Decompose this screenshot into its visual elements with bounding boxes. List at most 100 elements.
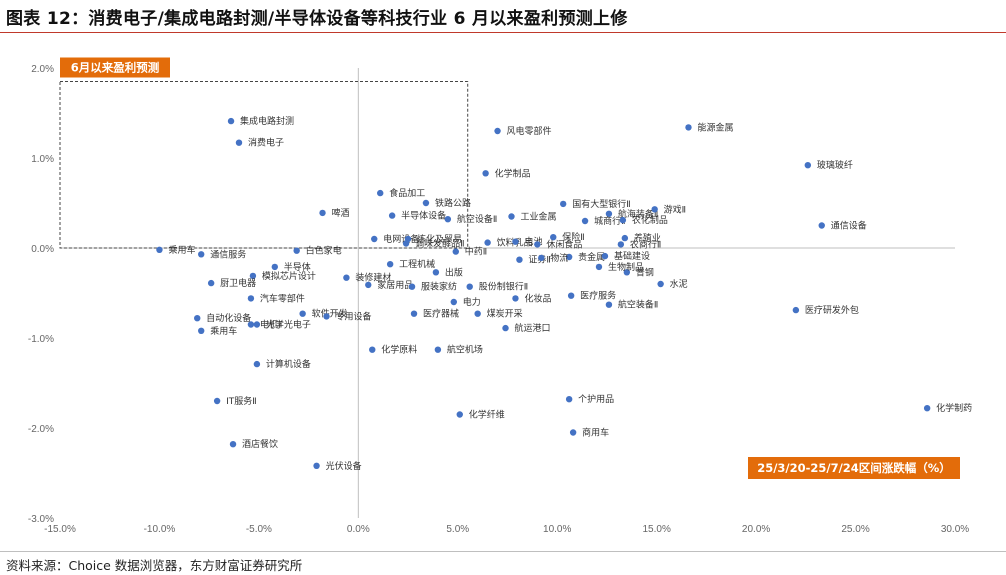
- point-label: 工业金属: [520, 211, 556, 223]
- data-point: 化学制品: [482, 167, 531, 179]
- data-point: 化学原料: [369, 344, 417, 356]
- point-marker: [623, 269, 631, 276]
- point-marker: [565, 396, 573, 403]
- point-marker: [804, 162, 812, 169]
- data-point: 食品加工: [377, 187, 425, 199]
- point-label: 风电零部件: [507, 125, 552, 137]
- point-label: 商用车: [582, 427, 609, 439]
- data-point: 铁路公路: [422, 197, 471, 209]
- point-label: 化妆品: [524, 292, 551, 304]
- data-point: 国有大型银行Ⅱ: [559, 198, 631, 210]
- highlight-box-label-bg: [60, 57, 170, 78]
- point-marker: [581, 217, 589, 225]
- data-point: IT服务Ⅱ: [213, 395, 257, 407]
- point-marker: [565, 253, 573, 261]
- data-point: 农化制品: [619, 214, 668, 226]
- point-marker: [619, 216, 627, 224]
- point-marker: [313, 462, 320, 469]
- x-tick-label: 20.0%: [742, 524, 770, 535]
- point-marker: [502, 324, 509, 332]
- point-label: 调味发酵品Ⅱ: [415, 238, 464, 250]
- y-tick-label: -1.0%: [28, 334, 54, 345]
- data-point: 养殖业: [621, 232, 661, 244]
- highlight-box-label: 6月以来盈利预测: [71, 61, 160, 75]
- point-marker: [229, 441, 237, 448]
- x-tick-label: 15.0%: [642, 524, 670, 535]
- point-marker: [410, 310, 418, 317]
- data-point: 通信设备: [818, 220, 867, 232]
- point-label: 电力: [463, 296, 481, 308]
- data-point: 医疗器械: [410, 308, 459, 320]
- point-marker: [299, 310, 306, 317]
- data-point: 自动化设备: [194, 312, 251, 324]
- data-point: 玻璃玻纤: [804, 159, 853, 171]
- point-marker: [512, 295, 519, 302]
- point-label: 消费电子: [248, 137, 284, 149]
- point-marker: [198, 251, 205, 258]
- point-marker: [194, 315, 201, 322]
- data-point: 光伏设备: [313, 460, 362, 472]
- point-marker: [434, 346, 442, 353]
- footer-divider: [0, 551, 1006, 552]
- point-label: 啤酒: [332, 207, 350, 219]
- point-label: 模拟芯片设计: [262, 270, 316, 282]
- y-tick-label: -2.0%: [28, 424, 54, 435]
- point-marker: [482, 170, 489, 177]
- scatter-chart: 2.0% 1.0% 0.0% -1.0% -2.0% -3.0%-15.0% -10.0% -…: [28, 57, 972, 535]
- point-label: 汽车零部件: [260, 292, 305, 304]
- point-label: 化学制药: [936, 402, 972, 414]
- point-marker: [371, 235, 378, 243]
- point-marker: [617, 241, 625, 248]
- data-point: 汽车零部件: [247, 292, 305, 304]
- point-label: 厨卫电器: [220, 277, 256, 289]
- point-label: 铁路公路: [435, 197, 471, 209]
- point-label: 航运港口: [515, 322, 551, 334]
- point-marker: [343, 274, 350, 281]
- x-tick-label: 10.0%: [543, 524, 571, 535]
- data-point: 模拟芯片设计: [249, 270, 316, 282]
- data-point: 半导体设备: [388, 210, 446, 222]
- data-point: 普钢: [623, 266, 654, 278]
- point-marker: [247, 321, 255, 328]
- point-marker: [601, 252, 609, 260]
- point-marker: [452, 248, 459, 255]
- data-point: 化学纤维: [456, 409, 505, 421]
- data-point: 乘用车: [198, 325, 237, 337]
- data-point: 通信服务: [198, 248, 246, 260]
- point-label: 医疗器械: [423, 308, 459, 320]
- point-label: 贵金属: [578, 251, 605, 263]
- point-label: 工程机械: [399, 258, 435, 270]
- point-label: 航空机场: [447, 344, 483, 356]
- x-tick-label: 0.0%: [347, 524, 370, 535]
- point-label: 玻璃玻纤: [817, 159, 853, 171]
- data-point: 航空装备Ⅱ: [605, 299, 658, 311]
- point-label: 生物制品: [608, 261, 644, 273]
- point-marker: [247, 295, 255, 302]
- x-axis-label: 25/3/20-25/7/24区间涨跌幅（%）: [757, 461, 951, 475]
- point-label: 乘用车: [210, 325, 237, 337]
- data-point: 化学制药: [923, 402, 972, 414]
- point-marker: [253, 360, 261, 368]
- y-tick-label: 2.0%: [31, 64, 54, 75]
- point-label: 国有大型银行Ⅱ: [572, 198, 630, 210]
- point-marker: [538, 254, 545, 262]
- data-point: 贵金属: [565, 251, 605, 263]
- point-marker: [227, 117, 235, 125]
- data-point: 乘用车: [156, 244, 195, 256]
- point-label: 食品加工: [389, 187, 425, 199]
- data-point: 航空设备Ⅱ: [444, 213, 497, 225]
- data-point: 工程机械: [386, 258, 435, 270]
- y-tick-label: 1.0%: [31, 154, 54, 165]
- data-point: 证券Ⅱ: [516, 254, 551, 266]
- data-point: 医疗服务: [567, 290, 616, 302]
- point-label: 航空装备Ⅱ: [618, 299, 658, 311]
- point-marker: [432, 269, 440, 276]
- point-marker: [621, 234, 629, 242]
- point-label: 航海装备Ⅱ: [618, 208, 658, 220]
- point-label: 物流: [550, 252, 568, 264]
- point-label: 集成电路封测: [240, 115, 294, 127]
- data-point: 半导体: [271, 261, 311, 273]
- point-marker: [651, 206, 658, 213]
- data-point: 保险Ⅱ: [550, 231, 585, 243]
- point-label: 保险Ⅱ: [562, 231, 584, 243]
